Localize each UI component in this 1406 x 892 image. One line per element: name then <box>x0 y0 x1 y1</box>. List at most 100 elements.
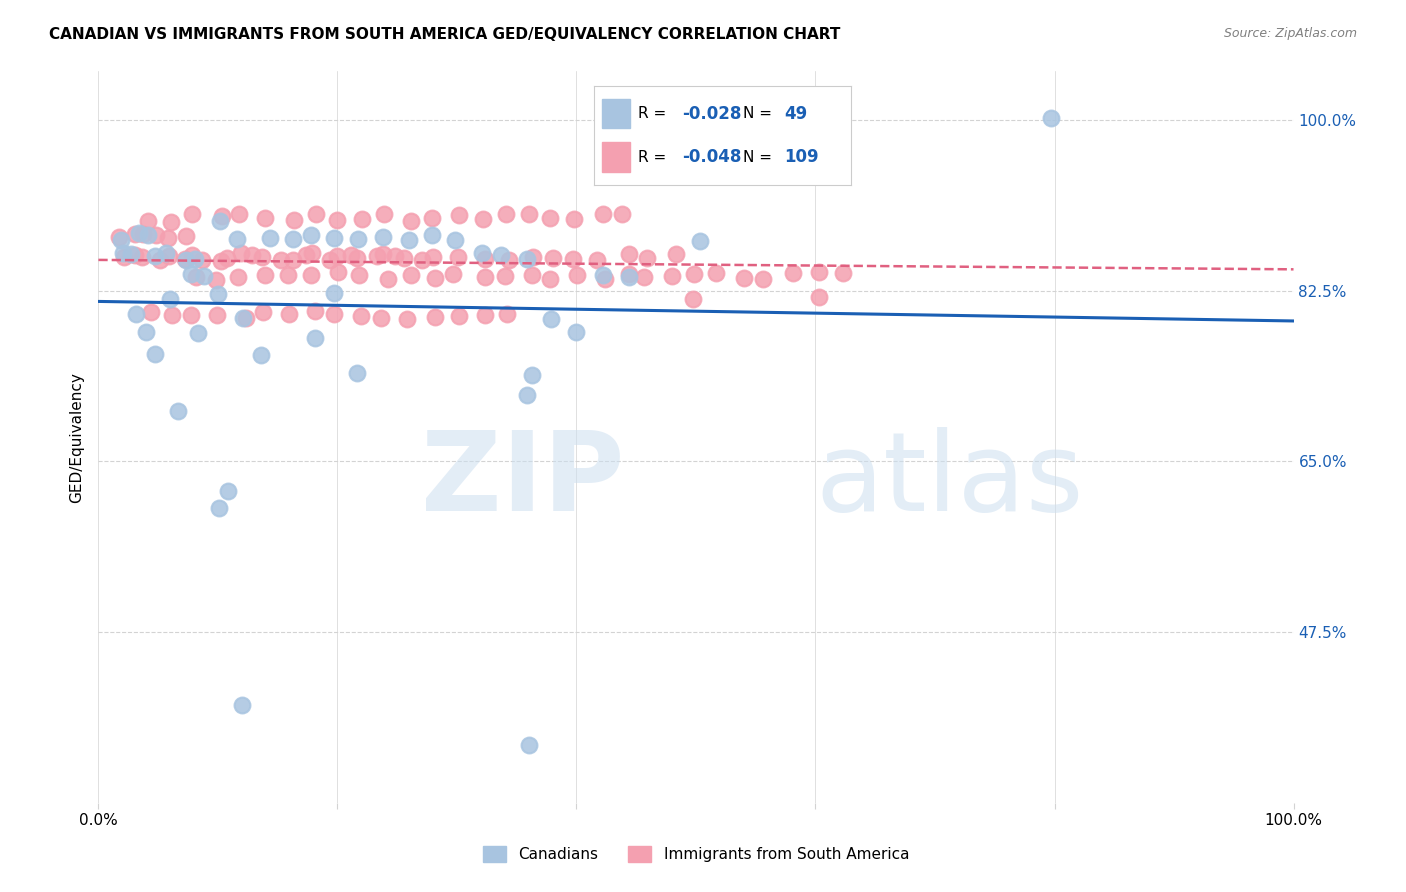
Point <box>174 252 197 266</box>
Text: atlas: atlas <box>815 427 1084 534</box>
Point <box>208 501 231 516</box>
Point <box>207 308 229 322</box>
Point <box>143 347 166 361</box>
Point <box>125 307 148 321</box>
Point <box>617 267 640 281</box>
Point <box>733 270 755 285</box>
Point <box>474 252 496 267</box>
Point <box>326 213 349 227</box>
Point <box>131 250 153 264</box>
Point <box>447 310 470 324</box>
Point <box>664 247 686 261</box>
Point <box>229 246 252 260</box>
Point <box>541 251 564 265</box>
Point <box>422 227 444 242</box>
Point <box>149 252 172 267</box>
Point <box>538 211 561 225</box>
Point <box>398 233 420 247</box>
Point <box>346 366 368 380</box>
Point <box>373 229 395 244</box>
Point <box>326 249 349 263</box>
Point <box>384 249 406 263</box>
Point <box>193 268 215 283</box>
Point <box>447 250 470 264</box>
Point <box>683 267 706 281</box>
Point <box>217 483 239 498</box>
Point <box>396 311 419 326</box>
Point <box>184 252 207 266</box>
Point <box>328 265 350 279</box>
Point <box>522 268 544 282</box>
Point <box>166 404 188 418</box>
Point <box>411 252 433 267</box>
Point <box>782 266 804 280</box>
Point <box>208 214 231 228</box>
Point <box>124 227 146 242</box>
Point <box>441 267 464 281</box>
Point <box>281 232 304 246</box>
Point <box>240 248 263 262</box>
Point <box>425 310 447 324</box>
Point <box>612 207 634 221</box>
Point <box>346 252 368 266</box>
Point <box>370 310 392 325</box>
Point <box>139 305 162 319</box>
Point <box>299 227 322 242</box>
Point <box>474 270 496 285</box>
Point <box>474 309 496 323</box>
Point <box>295 248 318 262</box>
Point <box>259 231 281 245</box>
Point <box>422 250 444 264</box>
Point <box>110 233 132 247</box>
Point <box>184 269 207 284</box>
Point <box>323 231 346 245</box>
Point <box>567 268 589 283</box>
Point <box>373 247 395 261</box>
Point <box>180 268 202 282</box>
Point <box>136 214 159 228</box>
Point <box>231 698 253 712</box>
Legend: Canadians, Immigrants from South America: Canadians, Immigrants from South America <box>477 840 915 868</box>
Point <box>305 207 328 221</box>
Point <box>516 387 538 401</box>
Point <box>1039 112 1062 126</box>
Point <box>155 246 177 260</box>
Point <box>444 234 467 248</box>
Point <box>211 209 233 223</box>
Point <box>143 249 166 263</box>
Point <box>253 211 276 225</box>
Point <box>565 325 588 339</box>
Point <box>283 213 305 227</box>
Point <box>808 265 831 279</box>
Point <box>661 268 683 283</box>
Point <box>496 307 519 321</box>
Point <box>323 285 346 300</box>
Point <box>633 270 655 285</box>
Point <box>253 268 276 282</box>
Point <box>350 211 373 226</box>
Point <box>471 212 494 227</box>
Point <box>689 234 711 248</box>
Point <box>517 207 540 221</box>
Point <box>636 251 658 265</box>
Point <box>190 252 212 267</box>
Point <box>617 247 640 261</box>
Text: ZIP: ZIP <box>420 427 624 534</box>
Point <box>135 325 157 339</box>
Point <box>491 247 513 261</box>
Point <box>180 309 202 323</box>
Point <box>138 227 160 242</box>
Point <box>522 250 544 264</box>
Point <box>322 307 344 321</box>
Point <box>217 251 239 265</box>
Point <box>278 307 301 321</box>
Point <box>157 231 180 245</box>
Point <box>319 253 342 268</box>
Point <box>132 227 155 241</box>
Point <box>350 310 373 324</box>
Point <box>682 292 704 306</box>
Point <box>252 305 274 319</box>
Text: Source: ZipAtlas.com: Source: ZipAtlas.com <box>1223 27 1357 40</box>
Point <box>592 207 614 221</box>
Point <box>586 252 609 267</box>
